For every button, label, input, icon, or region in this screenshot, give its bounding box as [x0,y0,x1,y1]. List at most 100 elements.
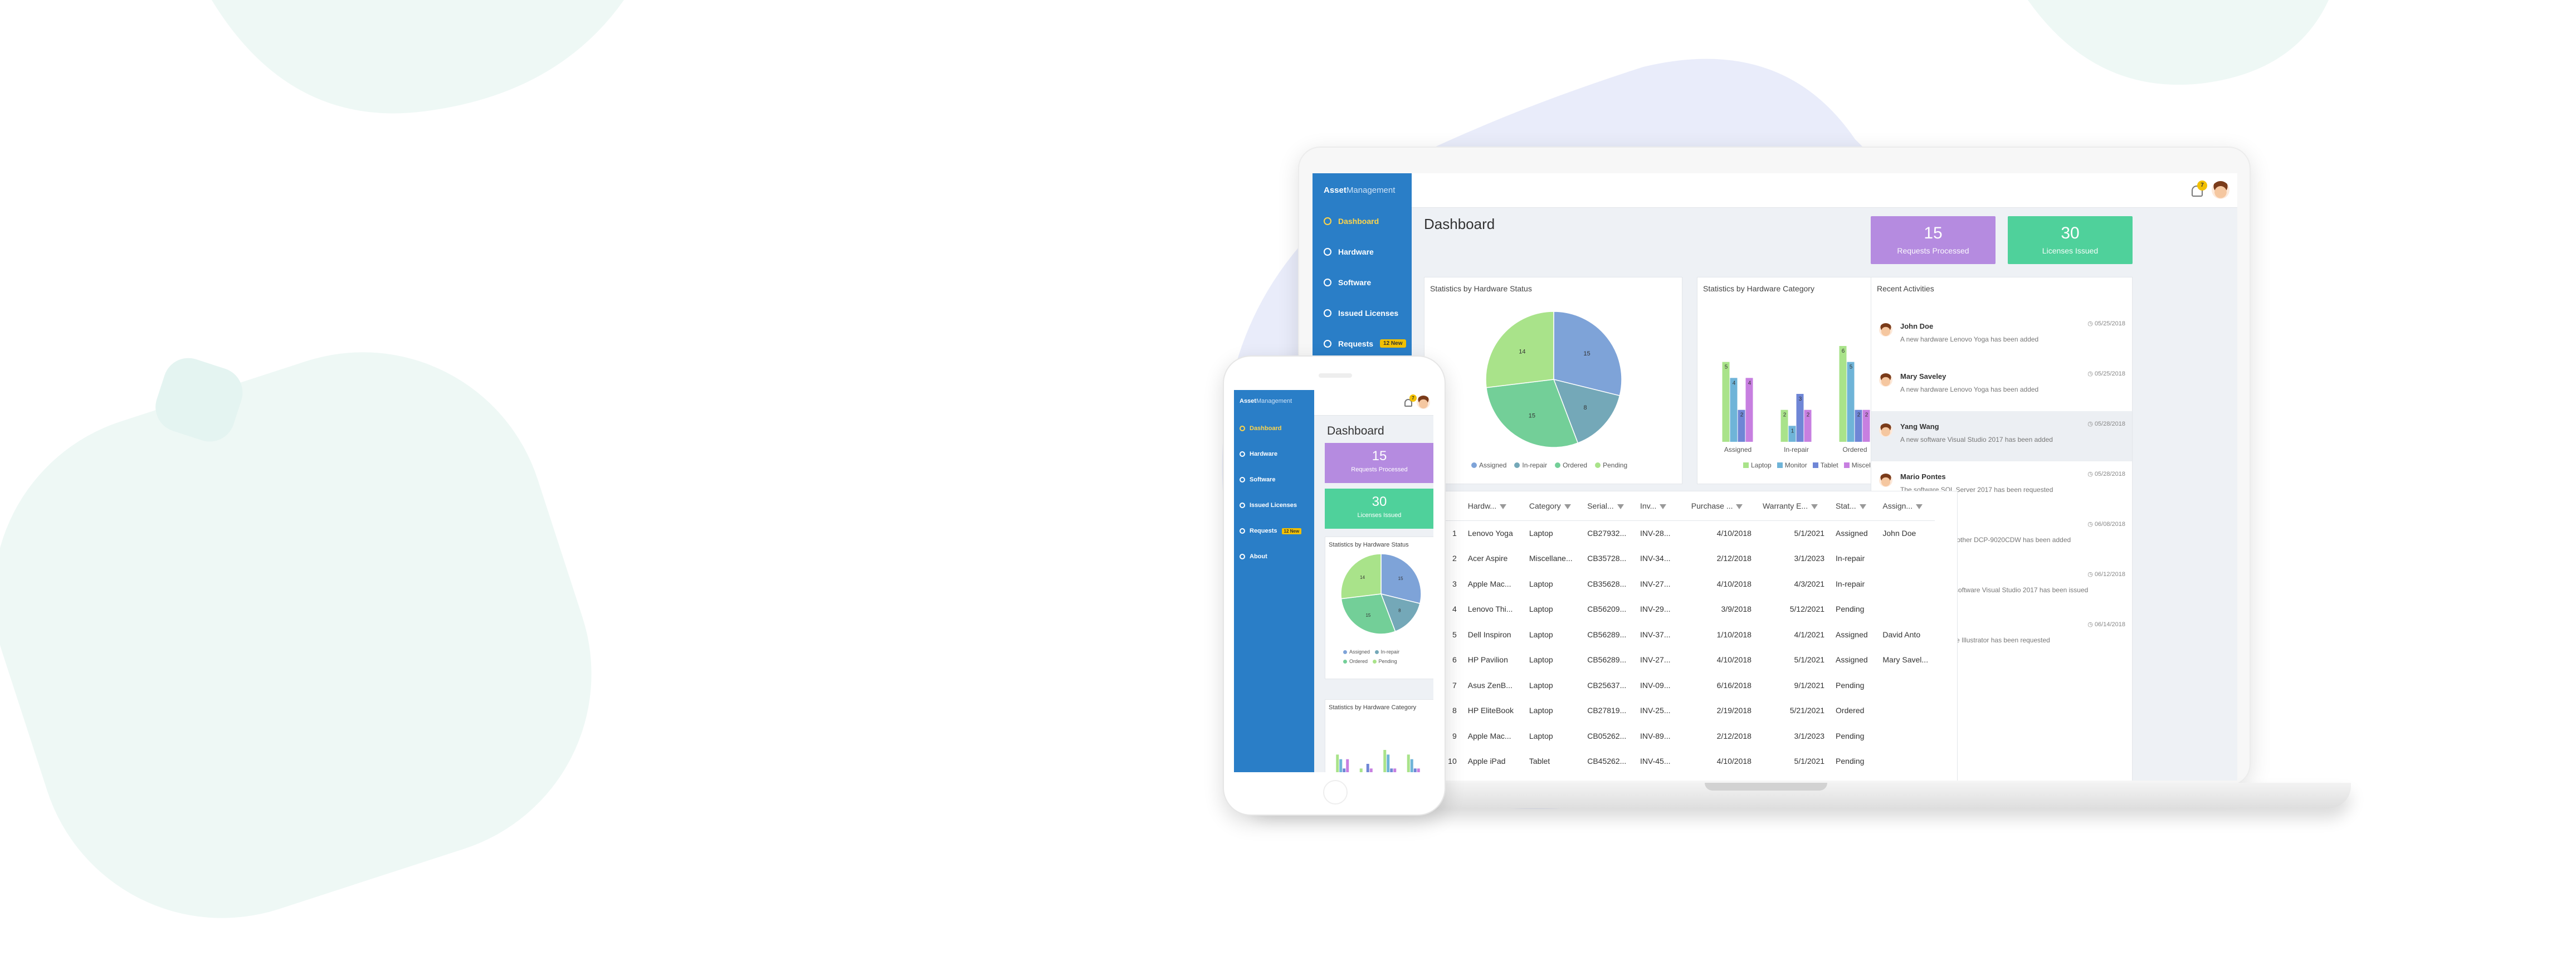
pie-slice-assigned[interactable] [1380,554,1422,604]
bar-laptop-ordered[interactable] [1839,346,1847,442]
bar-miscellaneous-pending[interactable] [1417,768,1420,772]
table-row[interactable]: 6 HP Pavilion Laptop CB56289... INV-27... 4/1… [1424,647,1935,673]
column-header[interactable]: Hardw... [1462,491,1524,521]
pie-slice-in-repair[interactable] [1380,593,1421,632]
table-cell: CB56289... [1587,655,1627,665]
licenses-issued-card[interactable]: 30 Licenses Issued [2008,216,2133,264]
table-row[interactable]: 9 Apple Mac... Laptop CB05262... INV-89... 2/… [1424,723,1935,749]
sidebar-item-software[interactable]: Software [1313,267,1412,298]
column-header[interactable]: Serial... [1582,491,1635,521]
bar-monitor-ordered[interactable] [1847,362,1855,442]
table-row[interactable]: 3 Apple Mac... Laptop CB35628... INV-27... 4/… [1424,571,1935,597]
sidebar-item-requests[interactable]: Requests 12 New [1313,328,1412,359]
user-avatar[interactable] [2212,181,2229,199]
bar-laptop-assigned[interactable] [1336,754,1339,772]
bar-miscellaneous-assigned[interactable] [1346,759,1349,772]
column-header[interactable]: Assign... [1877,491,1935,521]
bar-monitor-assigned[interactable] [1730,378,1738,442]
app-logo[interactable]: AssetManagement [1324,186,1396,195]
pie-slice-ordered[interactable] [1340,593,1396,635]
pie-data-label: 15 [1365,613,1370,618]
table-cell: Laptop [1529,706,1553,715]
sidebar-item-about[interactable]: About [1234,544,1314,569]
licenses-issued-card[interactable]: 30 Licenses Issued [1325,489,1433,529]
table-cell: INV-45... [1640,757,1671,766]
bell-icon[interactable] [1404,399,1412,407]
table-cell: CB56209... [1587,604,1627,614]
filter-icon[interactable] [1811,504,1818,509]
pie-slice-ordered[interactable] [1486,379,1579,448]
column-header[interactable]: Warranty E... [1757,491,1831,521]
table-cell: Laptop [1529,579,1553,588]
bar-laptop-assigned[interactable] [1722,362,1730,442]
bar-tablet-in-repair[interactable] [1796,394,1804,442]
bar-data-label: 3 [1799,396,1802,402]
table-row[interactable]: 10 Apple iPad Tablet CB45262... INV-45... 4/1… [1424,749,1935,774]
bar-monitor-in-repair[interactable] [1788,426,1796,442]
bar-miscellaneous-ordered[interactable] [1393,768,1397,772]
pie-data-label: 14 [1519,349,1525,355]
bar-tablet-in-repair[interactable] [1366,764,1369,772]
filter-icon[interactable] [1500,504,1507,509]
filter-icon[interactable] [1617,504,1624,509]
bar-laptop-ordered[interactable] [1383,750,1387,772]
bar-tablet-ordered[interactable] [1855,410,1862,442]
bar-monitor-assigned[interactable] [1339,759,1343,772]
sidebar-item-issued-licenses[interactable]: Issued Licenses [1234,493,1314,518]
sidebar-item-requests[interactable]: Requests 12 New [1234,518,1314,544]
column-header[interactable]: Purchase ... [1685,491,1757,521]
sidebar-item-hardware[interactable]: Hardware [1234,441,1314,467]
table-row[interactable]: 2 Acer Aspire Miscellane... CB35728... INV-3… [1424,546,1935,572]
filter-icon[interactable] [1660,504,1667,509]
bar-tablet-pending[interactable] [1413,768,1417,772]
filter-icon[interactable] [1916,504,1923,509]
activity-item[interactable]: Yang Wang A new software Visual Studio 20… [1871,411,2132,461]
column-header[interactable]: Stat... [1830,491,1877,521]
table-cell: 5/12/2021 [1789,604,1825,614]
bar-tablet-assigned[interactable] [1343,768,1346,772]
filter-icon[interactable] [1564,504,1571,509]
pie-slice-assigned[interactable] [1553,311,1622,397]
activity-item[interactable]: John Doe A new hardware Lenovo Yoga has b… [1871,311,2132,361]
bar-monitor-ordered[interactable] [1387,754,1390,772]
app-logo[interactable]: AssetManagement [1240,398,1292,404]
bar-laptop-in-repair[interactable] [1780,410,1788,442]
pie-slice-pending[interactable] [1340,554,1382,599]
sidebar-item-software[interactable]: Software [1234,467,1314,493]
bar-data-label: 5 [1725,364,1728,370]
legend-laptop: Laptop [1743,461,1772,469]
table-row[interactable]: 5 Dell Inspiron Laptop CB56289... INV-37... 1… [1424,622,1935,647]
bar-miscellaneous-in-repair[interactable] [1804,410,1812,442]
bar-miscellaneous-assigned[interactable] [1745,378,1753,442]
column-header[interactable]: Category [1523,491,1582,521]
sidebar-item-dashboard[interactable]: Dashboard [1234,416,1314,441]
activity-user: John Doe [1900,322,1934,330]
table-cell: CB05262... [1587,731,1627,740]
table-row[interactable]: 7 Asus ZenB... Laptop CB25637... INV-09... 6/… [1424,672,1935,698]
user-avatar[interactable] [1417,396,1430,409]
bar-tablet-assigned[interactable] [1738,410,1745,442]
bar-laptop-in-repair[interactable] [1359,768,1363,772]
sidebar-item-dashboard[interactable]: Dashboard [1313,206,1412,236]
activity-time-value: 05/25/2018 [2094,370,2125,377]
bar-miscellaneous-ordered[interactable] [1862,410,1870,442]
table-cell: 5/21/2021 [1789,706,1825,715]
filter-icon[interactable] [1859,504,1866,509]
table-cell: Apple iPad [1467,757,1506,766]
table-row[interactable]: 4 Lenovo Thi... Laptop CB56209... INV-29... 3… [1424,597,1935,622]
requests-processed-card[interactable]: 15 Requests Processed [1325,443,1433,483]
table-row[interactable]: 1 Lenovo Yoga Laptop CB27932... INV-28... 4/1… [1424,520,1935,546]
bar-miscellaneous-in-repair[interactable] [1369,768,1373,772]
requests-processed-card[interactable]: 15 Requests Processed [1871,216,1996,264]
sidebar-item-hardware[interactable]: Hardware [1313,236,1412,267]
table-row[interactable]: 8 HP EliteBook Laptop CB27819... INV-25... 2/… [1424,698,1935,724]
bar-monitor-pending[interactable] [1410,759,1413,772]
bar-laptop-pending[interactable] [1407,754,1410,772]
pie-slice-pending[interactable] [1485,311,1554,388]
pie-slice-in-repair[interactable] [1553,378,1621,444]
sidebar-item-issued-licenses[interactable]: Issued Licenses [1313,298,1412,328]
filter-icon[interactable] [1736,504,1743,509]
bar-tablet-ordered[interactable] [1390,768,1393,772]
activity-item[interactable]: Mary Saveley A new hardware Lenovo Yoga h… [1871,361,2132,411]
column-header[interactable]: Inv... [1635,491,1686,521]
